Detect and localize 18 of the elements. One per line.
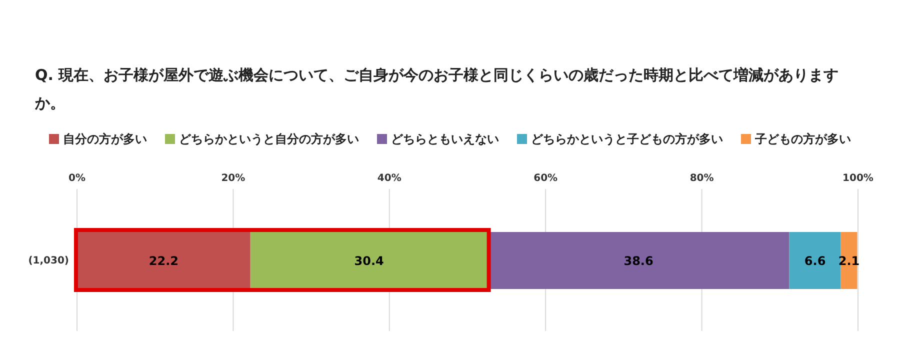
x-tick-label: 40% xyxy=(377,173,402,184)
legend-label: どちらかというと子どもの方が多い xyxy=(530,130,723,148)
legend-label: どちらかというと自分の方が多い xyxy=(178,130,359,148)
legend-label: 子どもの方が多い xyxy=(754,130,851,148)
data-label: 6.6 xyxy=(804,254,826,268)
legend-label: 自分の方が多い xyxy=(62,130,147,148)
x-tick-label: 60% xyxy=(534,173,558,184)
chart-title: Q. 現在、お子様が屋外で遊ぶ機会について、ご自身が今のお子様と同じくらいの歳だった時期と比べて増減がありますか。 xyxy=(35,65,840,114)
x-tick-label: 80% xyxy=(690,173,714,184)
data-label: 22.2 xyxy=(148,254,178,268)
x-tick-label: 100% xyxy=(842,173,874,184)
data-label: 30.4 xyxy=(354,254,384,268)
legend-label: どちらともいえない xyxy=(390,130,499,148)
data-label: 38.6 xyxy=(624,254,654,268)
bar xyxy=(789,232,841,289)
y-tick-label: (1,030) xyxy=(28,256,69,267)
x-tick-label: 0% xyxy=(68,173,86,184)
x-tick-label: 20% xyxy=(221,173,246,184)
